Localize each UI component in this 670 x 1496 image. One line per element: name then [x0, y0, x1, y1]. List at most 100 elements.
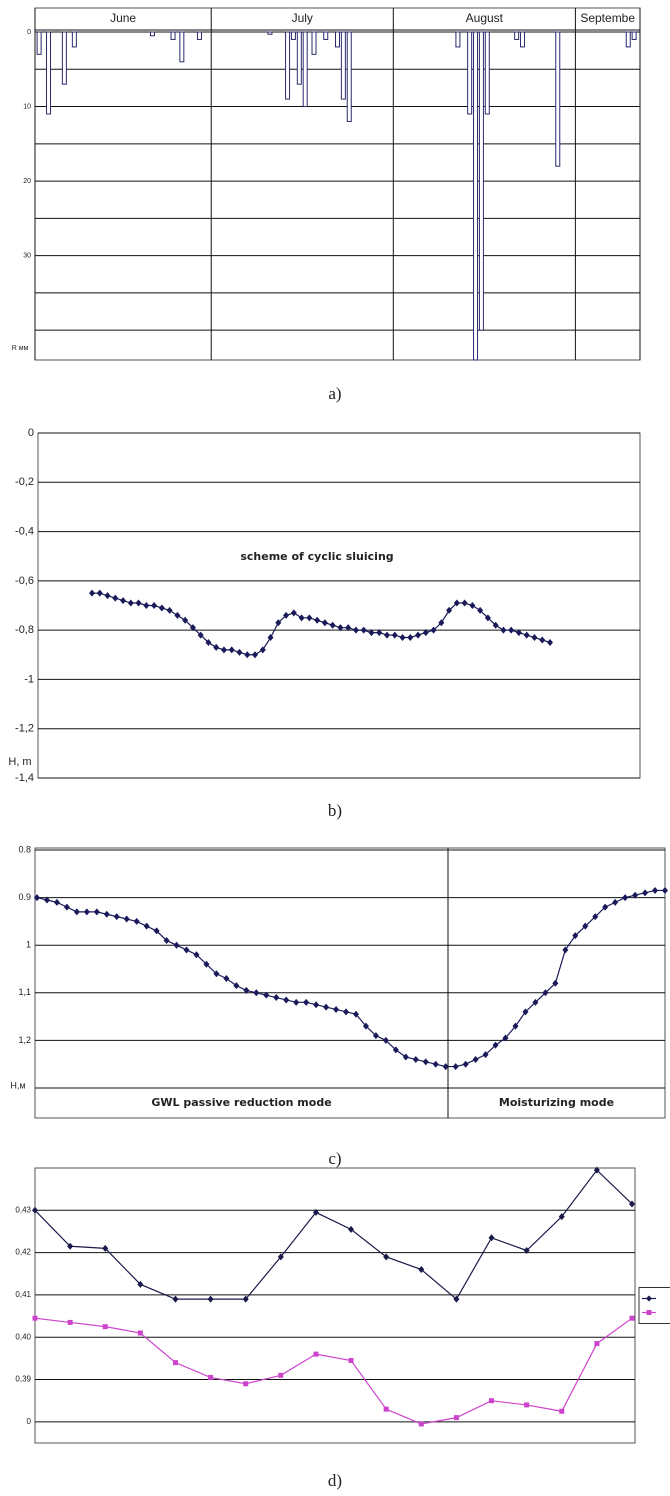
point	[104, 592, 111, 600]
point	[629, 1315, 635, 1321]
point	[418, 1266, 425, 1274]
point	[383, 1406, 389, 1412]
y-tick-label: 10	[23, 103, 31, 110]
point	[482, 1051, 489, 1059]
point	[133, 917, 140, 925]
point	[120, 597, 127, 605]
bar	[478, 31, 484, 331]
y-axis-label: R мм	[12, 345, 29, 352]
point	[453, 1295, 460, 1303]
point	[135, 599, 142, 607]
point	[352, 626, 359, 634]
y-tick-label: 0	[27, 29, 31, 36]
y-tick-label: 20	[23, 178, 31, 185]
y-tick-label: -1,4	[15, 772, 34, 784]
point	[452, 1063, 459, 1071]
bar	[625, 31, 631, 48]
point	[89, 589, 95, 597]
month-label: August	[466, 11, 504, 25]
point	[552, 979, 559, 987]
point	[531, 634, 538, 642]
point	[333, 1005, 340, 1013]
point	[73, 908, 80, 916]
bar	[61, 31, 67, 85]
bar	[267, 31, 273, 35]
point	[582, 922, 589, 930]
point	[329, 621, 336, 629]
point	[376, 629, 383, 637]
point	[362, 1022, 369, 1030]
point	[313, 1001, 320, 1009]
point	[343, 1008, 350, 1016]
y-tick-label: 0,39	[15, 1375, 31, 1384]
bar	[455, 31, 461, 48]
point	[34, 894, 40, 902]
y-tick-label: 1,2	[18, 1035, 31, 1045]
point	[562, 946, 569, 954]
point	[253, 989, 260, 997]
point	[446, 606, 453, 614]
point	[407, 634, 414, 642]
bar	[296, 31, 302, 85]
point	[127, 599, 134, 607]
point	[102, 1324, 108, 1330]
point	[267, 634, 274, 642]
point	[143, 922, 150, 930]
y-tick-label: 0,43	[15, 1205, 31, 1214]
point	[172, 1295, 179, 1303]
point	[515, 629, 522, 637]
bar	[302, 31, 308, 108]
point	[337, 624, 344, 632]
point	[632, 891, 639, 899]
month-label: July	[292, 11, 313, 25]
point	[158, 604, 165, 612]
point	[197, 631, 204, 639]
point	[592, 913, 599, 921]
point	[399, 634, 406, 642]
point	[559, 1408, 565, 1414]
point	[283, 996, 290, 1004]
point	[383, 1253, 390, 1261]
point	[208, 1374, 214, 1380]
point	[207, 1295, 214, 1303]
bar	[196, 31, 202, 40]
point	[223, 975, 230, 983]
point	[594, 1341, 600, 1347]
bar	[179, 31, 185, 63]
y-tick-label: 0,40	[15, 1332, 31, 1341]
point	[484, 614, 491, 622]
point	[629, 1200, 635, 1208]
point	[662, 886, 668, 894]
y-tick-label: -0,8	[15, 624, 34, 636]
bar	[514, 31, 520, 40]
bar	[170, 31, 176, 40]
point	[492, 621, 499, 629]
point	[415, 631, 422, 639]
point	[488, 1234, 495, 1242]
bar	[473, 31, 479, 361]
y-tick-label: -0,6	[15, 575, 34, 587]
point	[469, 602, 476, 609]
point	[383, 631, 390, 639]
y-tick-label: -0,2	[15, 476, 34, 488]
y-tick-label: 0,42	[15, 1248, 31, 1257]
legend-marker	[646, 1310, 652, 1315]
bar	[285, 31, 291, 100]
point	[189, 624, 196, 632]
point	[313, 1351, 319, 1357]
bar	[484, 31, 490, 115]
point	[412, 1055, 419, 1063]
point	[220, 646, 227, 654]
y-tick-label: 0	[28, 427, 34, 439]
point	[442, 1063, 449, 1071]
point	[314, 616, 321, 624]
point	[63, 903, 70, 911]
point	[453, 599, 460, 607]
point	[203, 960, 210, 968]
point	[502, 1034, 509, 1042]
point	[382, 1036, 389, 1044]
y-tick-label: 30	[23, 252, 31, 259]
bar	[467, 31, 473, 115]
point	[233, 982, 240, 990]
point	[642, 889, 649, 897]
